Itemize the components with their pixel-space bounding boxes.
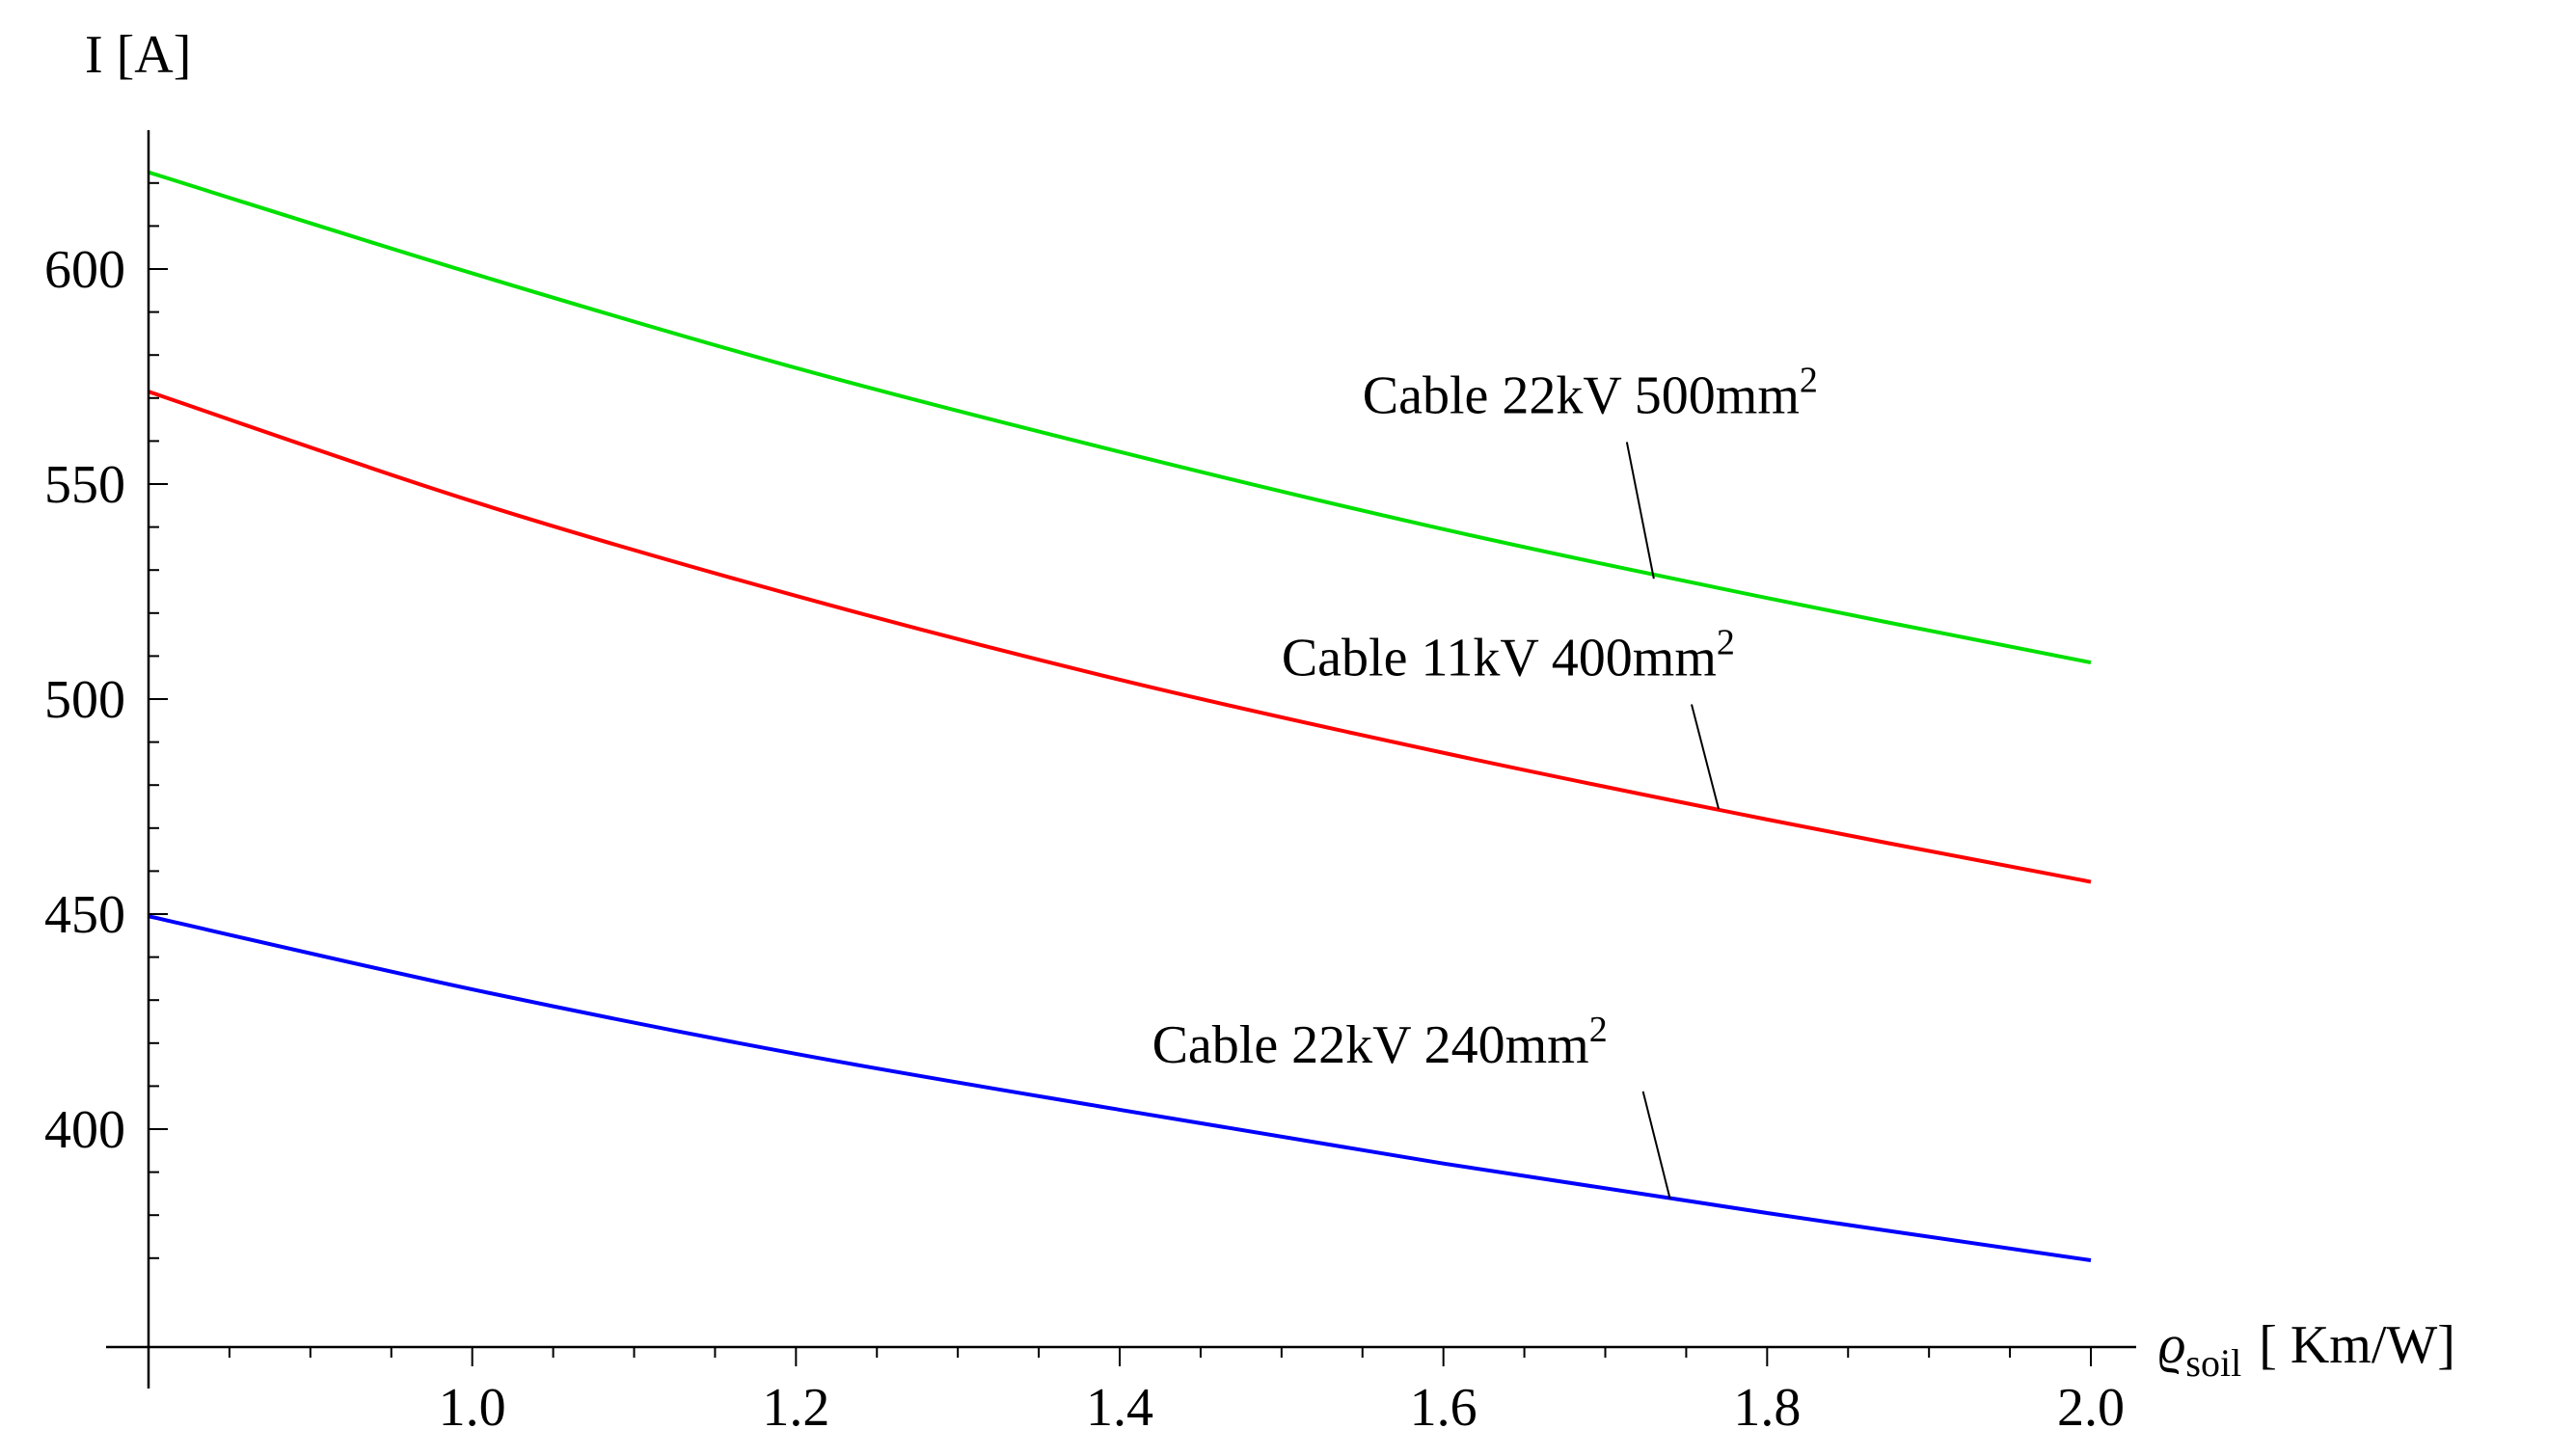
y-tick-label: 450 (44, 885, 125, 945)
x-tick-label: 2.0 (2057, 1378, 2125, 1438)
y-axis-label: I [A] (85, 25, 191, 85)
x-axis-label-unit: [ Km/W] (2259, 1315, 2455, 1375)
series-line-3 (148, 914, 2092, 1263)
series-label-superscript: 2 (1717, 622, 1735, 662)
y-tick-label: 600 (44, 240, 125, 300)
series-leader-line-1 (1625, 442, 1655, 580)
series-label-superscript: 2 (1589, 1010, 1608, 1050)
x-axis-label-subscript: soil (2185, 1341, 2241, 1385)
series-leader-line-3 (1641, 1091, 1671, 1200)
y-tick-label: 550 (44, 455, 125, 515)
x-tick-label: 1.8 (1733, 1378, 1801, 1438)
series-line-2 (148, 390, 2092, 884)
x-tick-label: 1.0 (439, 1378, 506, 1438)
series-label-2: Cable 11kV 400mm2 (1282, 622, 1735, 688)
x-tick-label: 1.6 (1410, 1378, 1477, 1438)
x-tick-label: 1.2 (762, 1378, 829, 1438)
series-label-text: Cable 22kV 240mm (1152, 1015, 1589, 1075)
plot-lines (148, 170, 2092, 1263)
series-label-1: Cable 22kV 500mm2 (1363, 360, 1818, 425)
x-axis-label: ϱsoil [ Km/W] (2158, 1315, 2455, 1385)
y-tick-label: 500 (44, 670, 125, 730)
y-tick-label: 400 (44, 1100, 125, 1160)
x-tick-label: 1.4 (1086, 1378, 1153, 1438)
series-leader-line-2 (1691, 704, 1720, 809)
series-label-text: Cable 11kV 400mm (1282, 628, 1717, 688)
ticks: 1.0 1.2 1.4 1.6 1.8 2.0 400 450 500 550 600 (44, 181, 2125, 1438)
series-label-superscript: 2 (1800, 360, 1818, 400)
x-axis-label-symbol: ϱ (2158, 1315, 2185, 1375)
series-line-1 (148, 170, 2092, 665)
axes (106, 130, 2136, 1389)
series-label-text: Cable 22kV 500mm (1363, 365, 1800, 425)
series-label-3: Cable 22kV 240mm2 (1152, 1010, 1608, 1075)
